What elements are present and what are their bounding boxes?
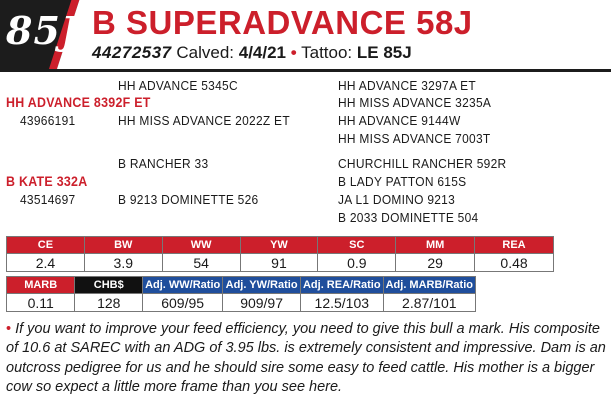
dam-sire-sire: CHURCHILL RANCHER 592R [338, 156, 507, 171]
epd-value-sc: 0.9 [317, 253, 397, 272]
epd2-value-adj-yw: 909/97 [222, 293, 301, 312]
epd-value-ww: 54 [161, 253, 241, 272]
dam-dam-sire: JA L1 DOMINO 9213 [338, 192, 456, 207]
dam-dam-dam: B 2033 DOMINETTE 504 [338, 210, 479, 225]
epd-header-ww: WW [161, 236, 241, 254]
animal-details: 44272537 Calved: 4/4/21 • Tattoo: LE 85J [92, 43, 412, 63]
epd2-header-chb: CHB$ [74, 276, 144, 294]
lot-number: 85J [6, 8, 80, 53]
dam-sire: B RANCHER 33 [118, 156, 209, 171]
dam-dam: B 9213 DOMINETTE 526 [118, 192, 259, 207]
epd-header-rea: REA [474, 236, 554, 254]
dam-name: B KATE 332A [6, 174, 88, 189]
sire-registration: 43966191 [20, 113, 76, 128]
epd2-value-adj-rea: 12.5/103 [299, 293, 384, 312]
comment-text: If you want to improve your feed efficie… [6, 321, 606, 395]
calved-label: Calved: [176, 43, 235, 62]
epd-header-row: CE BW WW YW SC MM REA [6, 236, 554, 254]
comment-bullet: • [6, 321, 12, 337]
epd2-header-row: MARB CHB$ Adj. WW/Ratio Adj. YW/Ratio Ad… [5, 276, 477, 294]
epd2-header-adj-ww: Adj. WW/Ratio [142, 276, 224, 294]
sire-dam: HH MISS ADVANCE 2022Z ET [118, 113, 290, 128]
dam-sire-dam: B LADY PATTON 615S [338, 174, 467, 189]
epd-value-mm: 29 [395, 253, 476, 272]
sire-sire-sire: HH ADVANCE 3297A ET [338, 78, 476, 93]
bull-comment: • If you want to improve your feed effici… [6, 320, 606, 397]
registration-number: 44272537 [92, 43, 172, 62]
sire-name: HH ADVANCE 8392F ET [6, 95, 151, 110]
epd-header-yw: YW [239, 236, 319, 254]
epd2-value-adj-marb: 2.87/101 [382, 293, 477, 312]
epd2-header-adj-rea: Adj. REA/Ratio [299, 276, 384, 294]
header-divider [0, 69, 611, 72]
sire-sire: HH ADVANCE 5345C [118, 78, 238, 93]
epd-table-secondary: MARB CHB$ Adj. WW/Ratio Adj. YW/Ratio Ad… [5, 276, 477, 312]
epd2-header-adj-yw: Adj. YW/Ratio [222, 276, 301, 294]
epd-value-yw: 91 [239, 253, 319, 272]
epd2-header-adj-marb: Adj. MARB/Ratio [382, 276, 477, 294]
sire-sire-dam: HH MISS ADVANCE 3235A [338, 95, 492, 110]
epd2-value-adj-ww: 609/95 [142, 293, 224, 312]
epd-value-bw: 3.9 [83, 253, 163, 272]
epd2-value-marb: 0.11 [5, 293, 76, 312]
animal-name: B SUPERADVANCE 58J [92, 4, 473, 41]
calved-date: 4/4/21 [238, 43, 287, 62]
epd-header-bw: BW [83, 236, 163, 254]
epd-header-sc: SC [317, 236, 397, 254]
separator-dot: • [290, 43, 297, 62]
epd-value-rea: 0.48 [474, 253, 554, 272]
sire-dam-sire: HH ADVANCE 9144W [338, 113, 461, 128]
epd2-value-chb: 128 [74, 293, 144, 312]
epd-value-row: 2.4 3.9 54 91 0.9 29 0.48 [6, 253, 554, 272]
lot-badge: 85J [0, 0, 82, 70]
epd2-value-row: 0.11 128 609/95 909/97 12.5/103 2.87/101 [5, 293, 477, 312]
epd-value-ce: 2.4 [6, 253, 85, 272]
epd2-header-marb: MARB [5, 276, 76, 294]
epd-header-ce: CE [6, 236, 85, 254]
epd-table-primary: CE BW WW YW SC MM REA 2.4 3.9 54 91 0.9 … [6, 236, 554, 272]
tattoo-value: LE 85J [356, 43, 412, 62]
tattoo-label: Tattoo: [301, 43, 353, 62]
epd-header-mm: MM [395, 236, 476, 254]
dam-registration: 43514697 [20, 192, 76, 207]
sire-dam-dam: HH MISS ADVANCE 7003T [338, 131, 491, 146]
